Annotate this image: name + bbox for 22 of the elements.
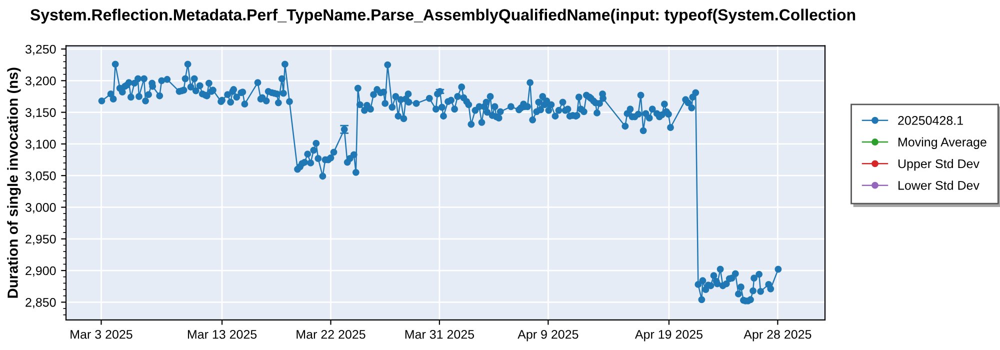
legend-label: 20250428.1 [898, 116, 963, 125]
x-tick-label: Mar 3 2025 [70, 330, 132, 339]
y-tick-label: 3,050 [25, 171, 56, 182]
y-tick-label: 2,950 [26, 234, 56, 246]
x-tick-label: Mar 22 2025 [296, 330, 366, 339]
x-tick-label: Mar 31 2025 [405, 330, 474, 339]
x-tick-label: Apr 9 2025 [518, 330, 578, 342]
chart-title: System.Reflection.Metadata.Perf_TypeName.Parse_AssemblyQualifiedName(input: typeof(System.Collection [30, 8, 856, 24]
x-tick-label: Apr 28 2025 [744, 330, 812, 342]
legend-label: Moving Average [898, 137, 986, 149]
y-tick-label: 3,100 [25, 140, 56, 150]
x-tick-label: Apr 19 2025 [634, 330, 703, 342]
y-tick-label: 3,250 [25, 44, 56, 56]
y-tick-label: 3,150 [25, 108, 56, 118]
x-tick-label: Mar 13 2025 [188, 330, 257, 339]
legend-label: Upper Std Dev [898, 159, 980, 171]
y-tick-label: 3,000 [25, 203, 56, 214]
y-axis-title: Duration of single invocation (ns) [7, 68, 21, 298]
y-tick-label: 2,900 [26, 266, 56, 277]
y-tick-label: 2,850 [26, 298, 56, 308]
legend-label: Lower Std Dev [898, 180, 980, 190]
y-tick-label: 3,200 [25, 76, 56, 87]
